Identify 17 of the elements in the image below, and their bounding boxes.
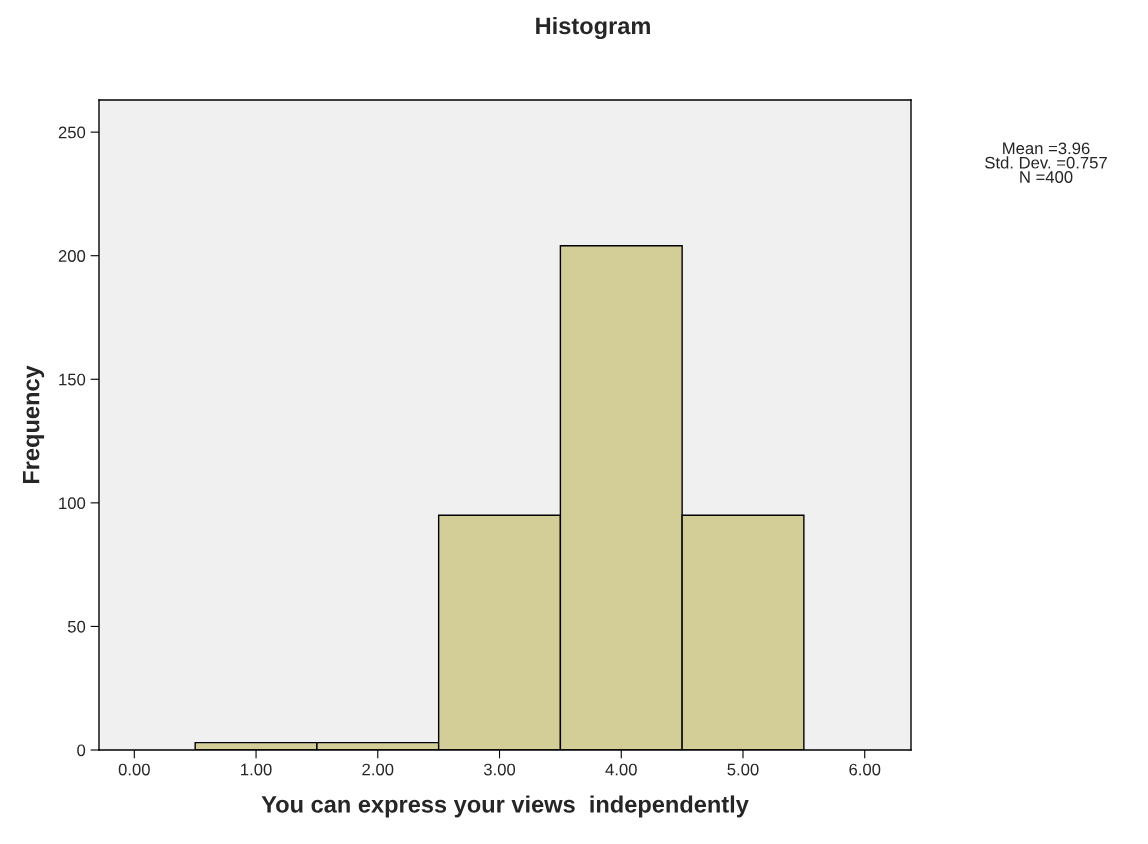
x-tick-label: 4.00: [605, 763, 637, 776]
y-tick-label: 150: [59, 373, 86, 386]
x-tick-label: 6.00: [849, 763, 881, 776]
x-tick-label: 3.00: [483, 763, 516, 776]
x-axis-title: You can express your views independently: [261, 795, 749, 818]
chart-title: Histogram: [536, 16, 650, 40]
y-tick-label: 100: [59, 497, 86, 510]
text: Mean =3.96 Std. Dev. =0.757 N =400: [985, 142, 1107, 183]
x-tick-label: 2.00: [362, 763, 394, 776]
y-axis-title: Frequency: [22, 365, 45, 484]
x-tick-label: 0.00: [118, 763, 150, 776]
y-tick-label: 0: [77, 744, 86, 757]
x-tick-label: 1.00: [241, 763, 272, 776]
x-tick-label: 5.00: [727, 763, 759, 776]
y-tick-label: 250: [58, 126, 86, 139]
y-tick-label: 200: [58, 250, 86, 262]
y-tick-label: 50: [67, 620, 86, 633]
